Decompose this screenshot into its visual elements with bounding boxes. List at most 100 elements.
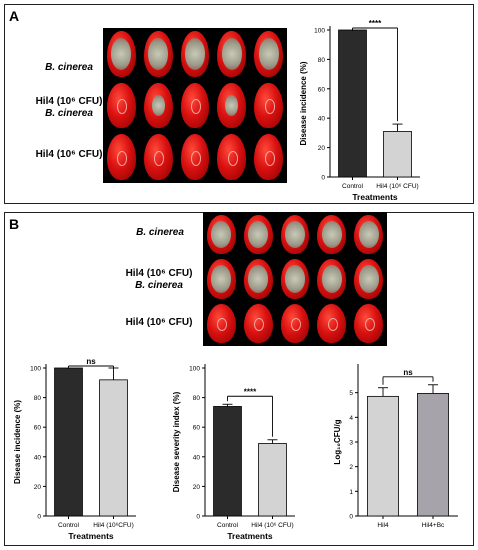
tomato-fruit bbox=[280, 259, 310, 299]
tomato-fruit bbox=[217, 134, 247, 180]
y-tick-label: 5 bbox=[349, 390, 353, 397]
wound-mark bbox=[264, 99, 275, 114]
tomato-fruit bbox=[354, 259, 383, 299]
lesion-mark bbox=[321, 220, 342, 249]
tomato-fruit bbox=[207, 259, 236, 299]
y-tick-label: 0 bbox=[196, 514, 200, 521]
y-tick-label: 0 bbox=[349, 514, 353, 521]
y-tick-label: 20 bbox=[318, 145, 326, 152]
x-axis-label: Treatments bbox=[68, 531, 114, 541]
x-tick-label: Control bbox=[58, 522, 80, 529]
tomato-fruit bbox=[280, 304, 310, 344]
y-axis-label: Disease incidence (%) bbox=[299, 61, 308, 145]
lesion-mark bbox=[248, 220, 269, 249]
significance-label: ns bbox=[403, 368, 413, 377]
tomato-fruit bbox=[243, 304, 273, 344]
y-tick-label: 2 bbox=[349, 464, 353, 471]
panel-b-row1-line1: B. cinerea bbox=[136, 227, 184, 238]
panel-b-row2-line2: B. cinerea bbox=[135, 280, 183, 291]
wound-mark bbox=[190, 99, 201, 114]
tomato-fruit bbox=[354, 214, 383, 254]
panel-a-row1-line1: B. cinerea bbox=[45, 62, 93, 73]
tomato-fruit bbox=[317, 304, 347, 344]
y-tick-label: 0 bbox=[321, 175, 325, 182]
y-tick-label: 60 bbox=[318, 86, 326, 93]
y-tick-label: 100 bbox=[30, 366, 41, 373]
significance-label: ns bbox=[86, 357, 96, 366]
x-tick-label: Hil4 (10⁶ CFU) bbox=[376, 183, 418, 190]
bar bbox=[367, 395, 399, 517]
y-tick-label: 60 bbox=[193, 425, 201, 432]
lesion-mark bbox=[148, 37, 169, 70]
wound-mark bbox=[117, 99, 128, 114]
wound-mark bbox=[254, 318, 265, 332]
y-tick-label: 100 bbox=[314, 28, 325, 35]
tomato-fruit bbox=[180, 134, 210, 180]
y-tick-label: 0 bbox=[37, 514, 41, 521]
lesion-mark bbox=[225, 95, 239, 116]
panel-a-row2-line2: B. cinerea bbox=[45, 108, 93, 119]
lesion-mark bbox=[211, 265, 232, 293]
tomato-fruit bbox=[143, 31, 173, 77]
chart-a-incidence: 0 20 40 60 80 100 Control Hil4 (10⁶ CFU) **** Dis… bbox=[299, 19, 420, 202]
y-tick-label: 60 bbox=[34, 425, 42, 432]
y-tick-label: 4 bbox=[349, 415, 353, 422]
significance-label: **** bbox=[244, 387, 257, 396]
panel-b-row3-label: Hil4 (10⁶ CFU) bbox=[112, 317, 206, 329]
wound-mark bbox=[190, 150, 201, 166]
panel-b-row2-label: Hil4 (10⁶ CFU) B. cinerea bbox=[112, 268, 206, 292]
y-tick-label: 80 bbox=[34, 395, 42, 402]
wound-mark bbox=[327, 318, 338, 332]
x-axis-label: Treatments bbox=[227, 531, 273, 541]
tomato-fruit bbox=[143, 82, 173, 129]
bar bbox=[383, 131, 412, 178]
chart-b-log: 0 1 2 3 4 5 Hil4 Hil4+Bc ns Log₁₀CFU/g bbox=[333, 364, 458, 529]
tomato-fruit bbox=[143, 134, 173, 180]
tomato-fruit bbox=[243, 214, 273, 254]
panel-b-tomato-photo bbox=[203, 212, 387, 346]
y-tick-label: 1 bbox=[349, 489, 353, 496]
lesion-mark bbox=[184, 37, 206, 70]
tomato-fruit bbox=[217, 31, 247, 77]
panel-b-row3-line1: Hil4 (10⁶ CFU) bbox=[125, 317, 193, 328]
tomato-fruit bbox=[107, 82, 136, 129]
panel-a-row3-label: Hil4 (10⁶ CFU) bbox=[24, 149, 114, 161]
lesion-mark bbox=[221, 37, 242, 70]
y-tick-label: 3 bbox=[349, 440, 353, 447]
lesion-mark bbox=[284, 265, 306, 293]
wound-mark bbox=[290, 318, 301, 332]
y-tick-label: 40 bbox=[193, 454, 201, 461]
bar bbox=[54, 367, 83, 517]
y-axis-label: Disease incidence (%) bbox=[13, 400, 22, 484]
wound-mark bbox=[217, 318, 228, 332]
y-tick-label: 40 bbox=[34, 454, 42, 461]
y-tick-label: 20 bbox=[34, 484, 42, 491]
tomato-fruit bbox=[254, 82, 283, 129]
tomato-fruit bbox=[180, 82, 210, 129]
chart-b-incidence: 0 20 40 60 80 100 Control Hil4 (10⁶CFU) ns Diseas… bbox=[13, 357, 136, 541]
tomato-fruit bbox=[107, 134, 136, 180]
y-axis-label: Log₁₀CFU/g bbox=[333, 419, 342, 464]
tomato-fruit bbox=[207, 304, 236, 344]
tomato-fruit bbox=[243, 259, 273, 299]
y-tick-label: 40 bbox=[318, 116, 326, 123]
tomato-fruit bbox=[317, 214, 347, 254]
bar bbox=[99, 379, 128, 517]
y-tick-label: 80 bbox=[318, 57, 326, 64]
tomato-fruit bbox=[180, 31, 210, 77]
tomato-fruit bbox=[217, 82, 247, 129]
bar bbox=[258, 443, 287, 517]
x-tick-label: Control bbox=[342, 183, 364, 190]
wound-mark bbox=[264, 150, 275, 166]
tomato-fruit bbox=[254, 31, 283, 77]
significance-label: **** bbox=[369, 19, 382, 28]
bar bbox=[213, 406, 242, 517]
tomato-fruit bbox=[107, 31, 136, 77]
panel-a-row2-label: Hil4 (10⁶ CFU) B. cinerea bbox=[24, 96, 114, 120]
lesion-mark bbox=[358, 220, 379, 249]
x-tick-label: Hil4 (10⁶ CFU) bbox=[251, 522, 293, 529]
y-tick-label: 80 bbox=[193, 395, 201, 402]
wound-mark bbox=[227, 150, 238, 166]
lesion-mark bbox=[111, 37, 132, 70]
y-axis-label: Disease severity index (%) bbox=[172, 391, 181, 492]
